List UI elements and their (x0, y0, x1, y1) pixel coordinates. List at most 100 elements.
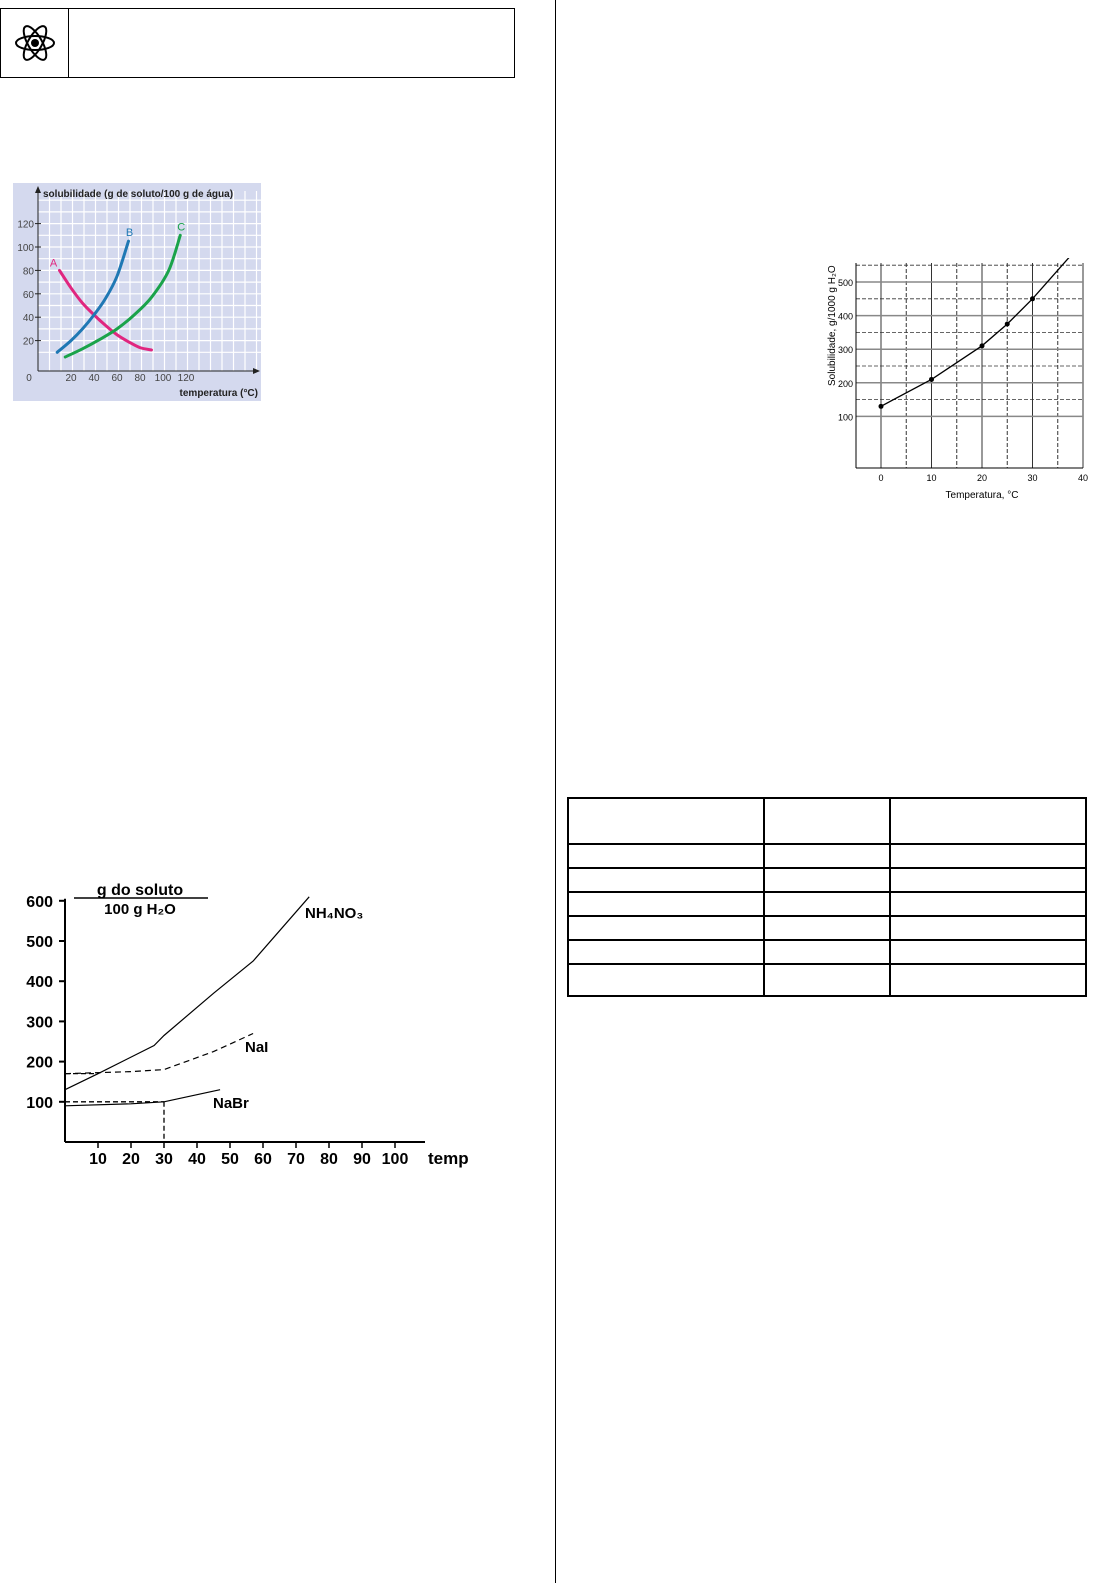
x-tick-label: 0 (26, 373, 32, 384)
atom-icon (15, 25, 55, 61)
series-label-2: NaBr (213, 1095, 249, 1112)
header-box (0, 8, 515, 78)
x-tick-label: 120 (178, 373, 195, 384)
y-axis-label: solubilidade (g de soluto/100 g de água) (43, 189, 233, 200)
y-tick-label: 60 (23, 290, 35, 301)
x-tick-label: 20 (977, 473, 987, 483)
y-tick-label: 500 (838, 278, 853, 288)
x-tick-label: 100 (155, 373, 172, 384)
series-line (880, 258, 1070, 407)
chart-solubility-salts: 100 200 300 400 500 600 10 20 30 40 50 60 70 80 90 100 t… (26, 882, 468, 1168)
x-tick-label: 70 (287, 1151, 305, 1168)
data-point (1004, 321, 1010, 327)
y-axis-label-bottom: 100 g H₂O (104, 901, 176, 918)
y-tick-label: 400 (838, 312, 853, 322)
data-table (567, 797, 1087, 997)
table-cell (567, 939, 765, 965)
series-label-B: B (126, 227, 133, 239)
y-tick-label: 200 (838, 379, 853, 389)
series-label-C: C (177, 221, 185, 233)
series-label-A: A (50, 257, 58, 269)
table-cell (762, 915, 892, 941)
table-cell (567, 963, 765, 997)
y-tick-label: 300 (26, 1014, 53, 1031)
x-axis-label: temperatura (°C) (180, 388, 258, 399)
header-icon-cell (1, 9, 69, 77)
table-row (567, 867, 1087, 893)
x-tick-label: 40 (188, 1151, 206, 1168)
data-point (929, 376, 934, 382)
y-tick-label: 600 (26, 894, 53, 911)
table-row (567, 915, 1087, 941)
series-line-2 (64, 1089, 221, 1107)
table-cell (889, 963, 1087, 997)
x-tick-label: 80 (320, 1151, 338, 1168)
table-cell (889, 891, 1087, 917)
y-tick-label: 40 (23, 313, 35, 324)
table-cell (762, 963, 892, 997)
x-tick-label: 50 (221, 1151, 239, 1168)
x-tick-label: 60 (111, 373, 123, 384)
table-cell (889, 843, 1087, 869)
y-tick-label: 200 (26, 1055, 53, 1072)
table-cell (567, 843, 765, 869)
x-tick-label: 0 (878, 473, 883, 483)
x-tick-label: 40 (1078, 473, 1088, 483)
column-divider (555, 0, 556, 1583)
x-tick-label: 100 (382, 1151, 409, 1168)
chart-solubility-temperature: 100200300400500600010203040Temperatura, … (827, 258, 1088, 501)
x-tick-label: 90 (353, 1151, 371, 1168)
data-point (979, 343, 985, 349)
data-point (1030, 296, 1035, 302)
table-row (567, 797, 1087, 845)
series-line-A (58, 268, 153, 352)
y-tick-label: 300 (838, 345, 853, 355)
table-cell (762, 797, 892, 845)
x-tick-label: 20 (122, 1151, 140, 1168)
table-cell (889, 915, 1087, 941)
table-cell (762, 939, 892, 965)
y-tick-label: 120 (17, 220, 34, 231)
table-cell (567, 797, 765, 845)
y-tick-label: 100 (26, 1095, 53, 1112)
table-cell (762, 867, 892, 893)
y-tick-label: 100 (17, 243, 34, 254)
y-axis-label: Solubilidade, g/1000 g H₂O (827, 265, 838, 386)
series-line-B (55, 239, 130, 354)
series-label-1: NaI (245, 1039, 268, 1056)
table-row (567, 939, 1087, 965)
table-cell (762, 843, 892, 869)
y-axis-label-top: g do soluto (97, 882, 183, 899)
table-row (567, 963, 1087, 997)
table-cell (762, 891, 892, 917)
x-axis-arrow (253, 368, 260, 374)
table-cell (889, 867, 1087, 893)
data-point (878, 403, 884, 409)
x-tick-label: 20 (65, 373, 77, 384)
x-tick-label: 80 (134, 373, 146, 384)
x-axis-label: Temperatura, °C (946, 490, 1019, 501)
series-line-0 (64, 896, 310, 1091)
chart-solubility-abc: solubilidade (g de soluto/100 g de água)… (13, 183, 261, 401)
plot-background (13, 183, 261, 401)
y-axis-arrow (35, 186, 41, 193)
y-tick-label: 80 (23, 266, 35, 277)
x-tick-label: 60 (254, 1151, 272, 1168)
table-row (567, 843, 1087, 869)
x-tick-label: 10 (926, 473, 936, 483)
x-tick-label: 30 (155, 1151, 173, 1168)
y-tick-label: 500 (26, 934, 53, 951)
x-tick-label: 40 (88, 373, 100, 384)
table-row (567, 891, 1087, 917)
y-tick-label: 20 (23, 337, 35, 348)
series-label-0: NH₄NO₃ (305, 905, 363, 922)
x-tick-label: 30 (1027, 473, 1037, 483)
table-cell (567, 915, 765, 941)
table-cell (889, 797, 1087, 845)
series-line-1 (64, 1032, 254, 1075)
table-cell (567, 891, 765, 917)
y-tick-label: 100 (838, 412, 853, 422)
x-tick-label: 10 (89, 1151, 107, 1168)
y-tick-label: 400 (26, 974, 53, 991)
series-line-C (63, 233, 182, 359)
